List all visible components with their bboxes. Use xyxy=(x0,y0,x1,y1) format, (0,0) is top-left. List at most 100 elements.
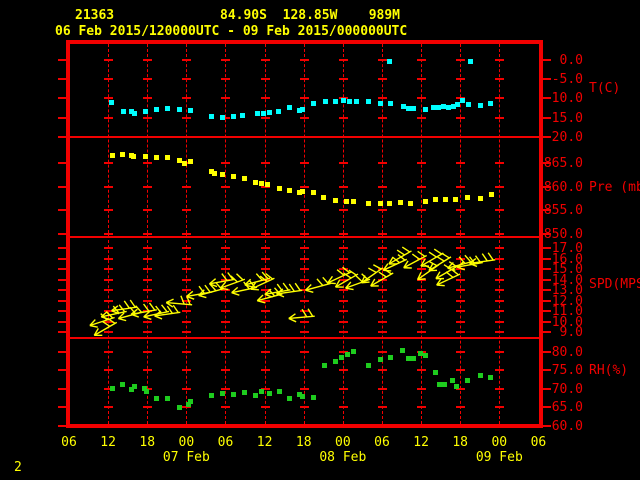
temperature-point xyxy=(296,108,302,113)
temperature-point xyxy=(441,104,447,109)
wind-barb xyxy=(388,246,412,265)
grid-cross-tick xyxy=(417,300,427,302)
grid-cross-tick xyxy=(260,233,270,235)
pressure-point xyxy=(344,199,350,204)
humidity-point xyxy=(259,389,265,394)
grid-cross-tick xyxy=(182,310,192,312)
axis-tick-right xyxy=(543,406,551,408)
grid-cross-tick xyxy=(104,247,114,249)
axis-tick-left xyxy=(58,209,66,211)
humidity-point xyxy=(465,378,471,383)
axis-tick-left xyxy=(58,300,66,302)
grid-cross-tick xyxy=(182,78,192,80)
grid-cross-tick xyxy=(260,289,270,291)
grid-cross-tick xyxy=(182,209,192,211)
grid-cross-tick xyxy=(143,209,153,211)
grid-cross-tick xyxy=(338,300,348,302)
humidity-point xyxy=(310,395,316,400)
grid-cross-tick xyxy=(377,369,387,371)
wind-barb xyxy=(208,272,236,288)
grid-cross-tick xyxy=(456,388,466,390)
grid-cross-tick xyxy=(495,162,505,164)
humidity-point xyxy=(400,348,406,353)
wind-barb xyxy=(469,252,496,268)
y-tick-label: 70.0 xyxy=(551,382,583,397)
temperature-point xyxy=(128,109,134,114)
grid-cross-tick xyxy=(299,406,309,408)
x-tick-label: 06 xyxy=(530,435,547,450)
x-date-label: 09 Feb xyxy=(475,450,523,465)
grid-cross-tick xyxy=(495,59,505,61)
grid-cross-tick xyxy=(143,321,153,323)
temperature-point xyxy=(260,111,266,116)
humidity-point xyxy=(132,384,138,389)
grid-cross-tick xyxy=(221,59,231,61)
temperature-point xyxy=(406,106,412,111)
grid-cross-tick xyxy=(143,117,153,119)
axis-tick-right xyxy=(543,321,551,323)
y-tick-label: 80.0 xyxy=(551,345,583,360)
grid-cross-tick xyxy=(182,300,192,302)
grid-cross-tick xyxy=(299,78,309,80)
grid-cross-tick xyxy=(299,209,309,211)
grid-cross-tick xyxy=(143,331,153,333)
axis-tick-right xyxy=(543,186,551,188)
wind-barb xyxy=(250,272,275,291)
grid-cross-tick xyxy=(104,406,114,408)
grid-cross-tick xyxy=(417,78,427,80)
grid-cross-tick xyxy=(495,117,505,119)
axis-tick-left xyxy=(58,388,66,390)
grid-cross-tick xyxy=(260,209,270,211)
grid-cross-tick xyxy=(456,117,466,119)
grid-cross-tick xyxy=(143,59,153,61)
temperature-point xyxy=(488,101,494,106)
axis-tick-left xyxy=(58,78,66,80)
grid-cross-tick xyxy=(456,425,466,427)
humidity-point xyxy=(230,392,236,397)
station-location: 84.90S 128.85W 989M xyxy=(220,8,401,23)
x-date-label: 07 Feb xyxy=(162,450,210,465)
grid-cross-tick xyxy=(377,268,387,270)
grid-cross-tick xyxy=(299,279,309,281)
wind-barb xyxy=(288,308,315,323)
grid-cross-tick xyxy=(221,186,231,188)
grid-cross-tick xyxy=(377,97,387,99)
grid-cross-tick xyxy=(143,268,153,270)
temperature-point xyxy=(378,101,383,106)
axis-tick-right xyxy=(543,258,551,260)
grid-cross-tick xyxy=(299,310,309,312)
temperature-point xyxy=(446,105,452,110)
pressure-point xyxy=(230,174,236,179)
humidity-point xyxy=(387,355,393,360)
pressure-point xyxy=(398,200,404,205)
grid-cross-tick xyxy=(338,279,348,281)
time-period: 06 Feb 2015/120000UTC - 09 Feb 2015/0000… xyxy=(55,24,408,39)
y-tick-label: 9.0 xyxy=(559,325,583,340)
grid-cross-tick xyxy=(221,258,231,260)
axis-tick-right xyxy=(543,233,551,235)
axis-tick-left xyxy=(58,351,66,353)
grid-cross-tick xyxy=(338,209,348,211)
pressure-point xyxy=(443,197,449,202)
temperature-point xyxy=(353,99,359,104)
temperature-point xyxy=(430,105,436,110)
axis-tick-left xyxy=(58,425,66,427)
grid-cross-tick xyxy=(260,321,270,323)
axis-tick-right xyxy=(543,289,551,291)
temperature-point xyxy=(466,102,472,107)
grid-cross-tick xyxy=(104,268,114,270)
humidity-point xyxy=(321,363,327,368)
pressure-point xyxy=(407,201,413,206)
grid-cross-tick xyxy=(221,289,231,291)
grid-cross-tick xyxy=(299,247,309,249)
grid-cross-tick xyxy=(182,369,192,371)
grid-cross-tick xyxy=(182,406,192,408)
y-tick-label: 65.0 xyxy=(551,400,583,415)
pressure-point xyxy=(365,201,371,206)
humidity-point xyxy=(437,382,443,387)
grid-cross-tick xyxy=(456,136,466,138)
humidity-point xyxy=(177,405,183,410)
wind-barb xyxy=(89,311,115,328)
grid-cross-tick xyxy=(104,136,114,138)
grid-cross-tick xyxy=(338,162,348,164)
